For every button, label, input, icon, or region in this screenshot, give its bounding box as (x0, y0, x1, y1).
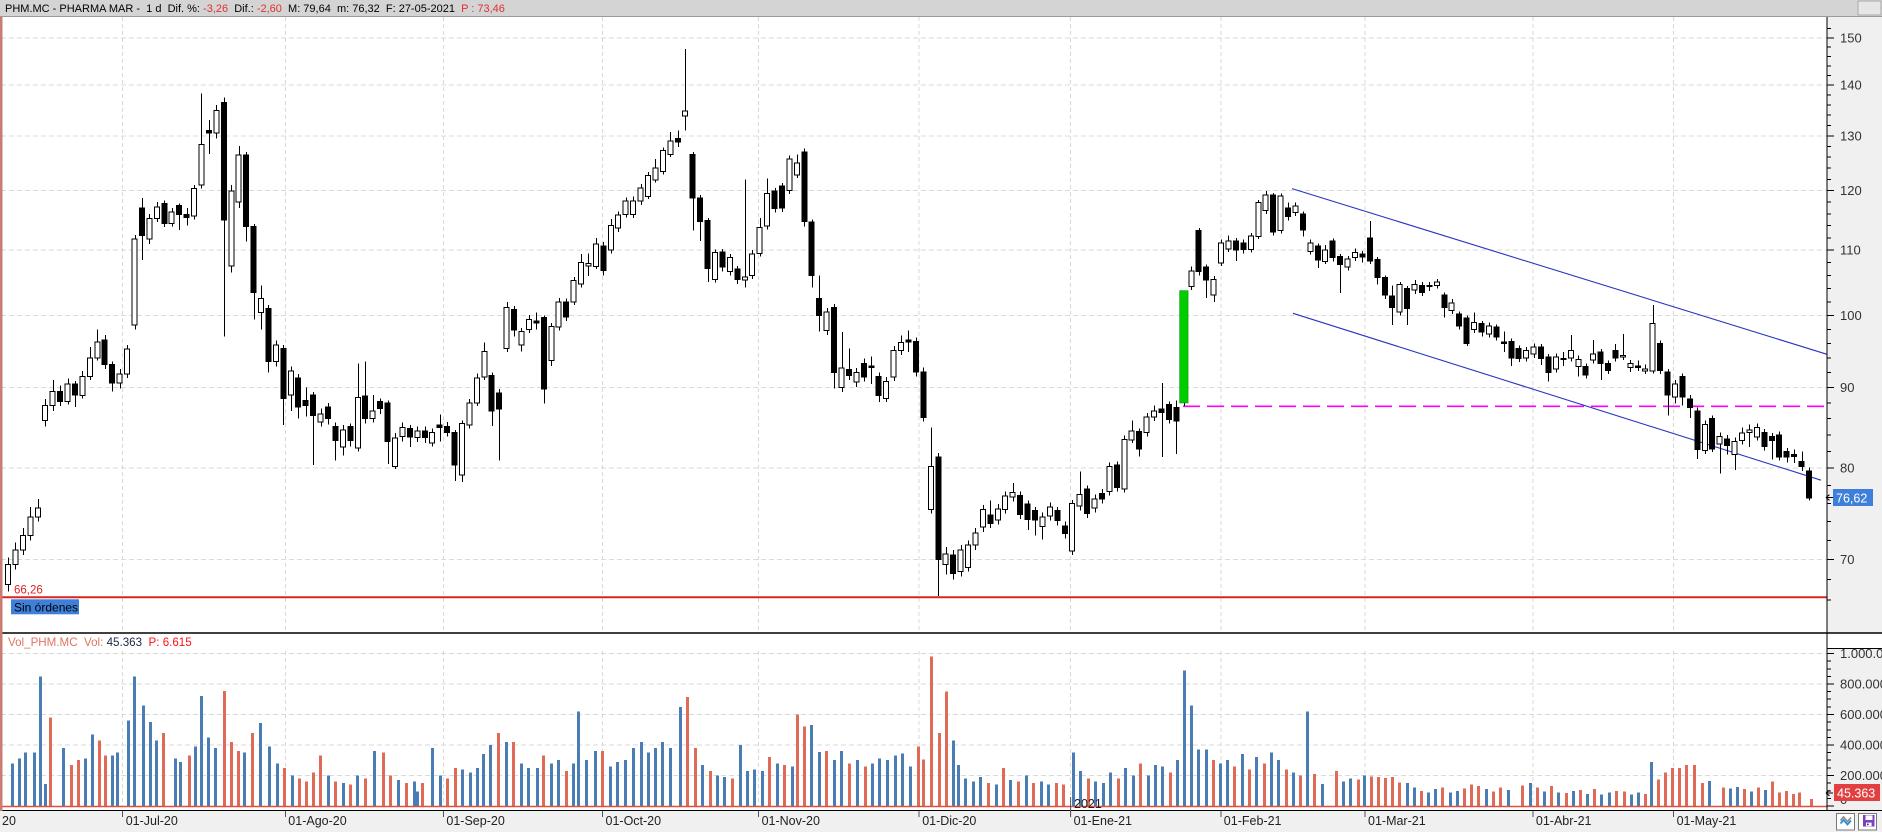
svg-text:2021: 2021 (1074, 797, 1102, 811)
svg-text:130: 130 (1840, 128, 1862, 143)
svg-text:01-Jul-20: 01-Jul-20 (126, 814, 178, 828)
svg-text:01-Ene-21: 01-Ene-21 (1074, 814, 1132, 828)
svg-text:400.000: 400.000 (1840, 738, 1882, 753)
svg-text:76,62: 76,62 (1836, 492, 1867, 506)
svg-text:150: 150 (1840, 30, 1862, 45)
svg-text:45.363: 45.363 (1837, 787, 1875, 801)
svg-text:600.000: 600.000 (1840, 707, 1882, 722)
svg-text:01-Oct-20: 01-Oct-20 (606, 814, 662, 828)
svg-text:PHM.MC - PHARMA MAR - 1 d Di: PHM.MC - PHARMA MAR - 1 d Dif. %: -3,26 … (5, 3, 505, 15)
svg-text:01-Dic-20: 01-Dic-20 (922, 814, 976, 828)
svg-text:01-Feb-21: 01-Feb-21 (1224, 814, 1282, 828)
svg-text:110: 110 (1840, 243, 1861, 258)
svg-text:80: 80 (1840, 461, 1854, 476)
svg-text:01-May-21: 01-May-21 (1677, 814, 1737, 828)
svg-text:90: 90 (1840, 380, 1854, 395)
svg-text:140: 140 (1840, 78, 1862, 93)
svg-text:Vol_PHM.MC Vol: 45.363 P: 6.: Vol_PHM.MC Vol: 45.363 P: 6.615 (8, 636, 192, 649)
svg-text:01-Ago-20: 01-Ago-20 (288, 814, 346, 828)
svg-text:800.000: 800.000 (1840, 677, 1882, 692)
svg-text:01-Abr-21: 01-Abr-21 (1536, 814, 1592, 828)
svg-text:01-Sep-20: 01-Sep-20 (446, 814, 504, 828)
svg-text:Sin órdenes: Sin órdenes (14, 600, 78, 614)
svg-text:01-Nov-20: 01-Nov-20 (762, 814, 820, 828)
svg-text:20: 20 (2, 814, 16, 828)
svg-text:01-Mar-21: 01-Mar-21 (1368, 814, 1426, 828)
svg-text:70: 70 (1840, 552, 1854, 567)
svg-text:100: 100 (1840, 308, 1862, 323)
svg-text:1.000.000: 1.000.000 (1840, 646, 1882, 661)
svg-text:200.000: 200.000 (1840, 768, 1882, 783)
svg-text:120: 120 (1840, 183, 1862, 198)
svg-text:66,26: 66,26 (14, 584, 43, 596)
